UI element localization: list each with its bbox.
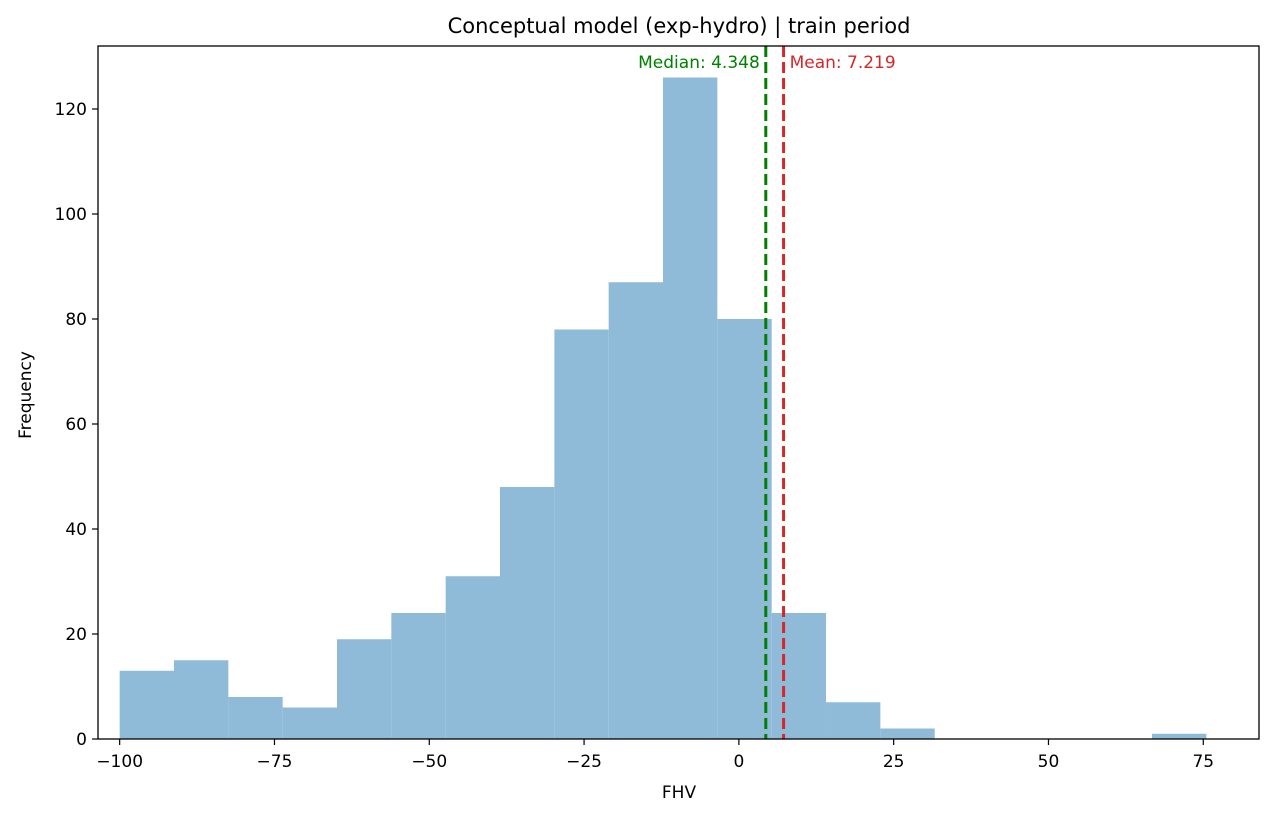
histogram-bar — [337, 639, 392, 739]
chart-title: Conceptual model (exp-hydro) | train per… — [448, 14, 911, 39]
x-axis-label: FHV — [662, 783, 697, 803]
histogram-bar — [663, 77, 718, 739]
histogram-bar — [119, 670, 175, 739]
y-tick-label: 40 — [65, 520, 87, 540]
x-axis-ticks: −100 −75 −50 −25 0 25 50 75 — [96, 739, 1214, 772]
histogram-bar — [282, 707, 338, 739]
reference-lines-group: Median: 4.348 Mean: 7.219 — [638, 46, 896, 739]
x-tick-label: 75 — [1192, 752, 1214, 772]
histogram-bar — [554, 329, 609, 739]
histogram-bar — [1152, 733, 1207, 739]
reference-line-label: Median: 4.348 — [638, 53, 760, 73]
histogram-bar — [717, 319, 772, 739]
histogram-bar — [174, 660, 229, 739]
histogram-bar — [771, 613, 827, 739]
y-tick-label: 60 — [65, 415, 87, 435]
y-tick-label: 100 — [55, 205, 87, 225]
bars-group — [119, 77, 1207, 739]
reference-line-label: Mean: 7.219 — [790, 53, 896, 73]
y-tick-label: 20 — [65, 625, 87, 645]
y-tick-label: 120 — [55, 100, 87, 120]
histogram-bar — [228, 697, 283, 739]
plot-frame — [97, 45, 1260, 740]
histogram-bar — [608, 282, 664, 739]
histogram-bar — [500, 487, 555, 739]
histogram-bar — [826, 702, 881, 739]
x-tick-label: 25 — [883, 752, 905, 772]
histogram-bar — [391, 613, 446, 739]
histogram-bar — [880, 728, 935, 739]
y-axis-ticks: 0 20 40 60 80 100 120 — [55, 100, 98, 750]
x-tick-label: −75 — [257, 752, 293, 772]
histogram-bar — [445, 576, 501, 739]
x-tick-label: 50 — [1038, 752, 1060, 772]
y-axis-label: Frequency — [16, 351, 36, 439]
x-tick-label: −100 — [96, 752, 143, 772]
y-tick-label: 0 — [76, 730, 87, 750]
y-tick-label: 80 — [65, 310, 87, 330]
x-tick-label: 0 — [733, 752, 744, 772]
x-tick-label: −50 — [411, 752, 447, 772]
x-tick-label: −25 — [566, 752, 602, 772]
